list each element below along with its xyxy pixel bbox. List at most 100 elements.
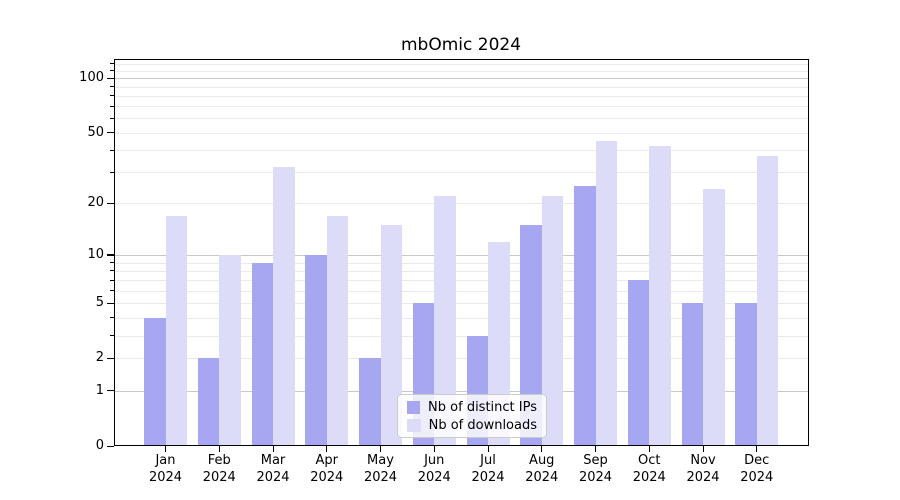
y-tick-label: 10 bbox=[87, 246, 104, 262]
y-tick bbox=[107, 302, 114, 304]
bar-nb-of-distinct-ips bbox=[627, 280, 650, 446]
gridline-minor bbox=[113, 63, 809, 65]
gridline-minor bbox=[113, 106, 809, 108]
gridline-minor bbox=[113, 70, 809, 72]
bar-nb-of-downloads bbox=[703, 189, 725, 446]
x-tick-label: Aug 2024 bbox=[525, 453, 559, 485]
bar-nb-of-distinct-ips bbox=[197, 358, 220, 446]
gridline-minor bbox=[113, 203, 809, 205]
gridline-minor bbox=[113, 118, 809, 120]
y-minor-tick bbox=[110, 95, 114, 97]
bar-nb-of-downloads bbox=[380, 225, 402, 446]
bar-nb-of-distinct-ips bbox=[359, 358, 381, 446]
y-minor-tick bbox=[110, 270, 114, 272]
gridline-minor bbox=[113, 358, 809, 360]
y-tick-label: 5 bbox=[95, 295, 104, 311]
x-tick-label: Mar 2024 bbox=[256, 453, 290, 485]
x-tick-label: May 2024 bbox=[363, 453, 398, 485]
legend-label-downloads: Nb of downloads bbox=[428, 417, 537, 433]
x-tick-label: Jun 2024 bbox=[417, 453, 451, 485]
y-minor-tick bbox=[110, 63, 114, 65]
gridline-minor bbox=[113, 150, 809, 152]
bar-nb-of-distinct-ips bbox=[305, 254, 327, 446]
gridline-minor bbox=[113, 270, 809, 272]
bar-nb-of-downloads bbox=[595, 140, 617, 446]
bar-nb-of-downloads bbox=[434, 196, 456, 446]
x-tick bbox=[541, 446, 543, 452]
x-tick-label: Oct 2024 bbox=[632, 453, 666, 485]
gridline-major bbox=[113, 254, 809, 256]
y-tick-label: 0 bbox=[95, 438, 104, 453]
gridline-minor bbox=[113, 262, 809, 264]
bar-nb-of-distinct-ips bbox=[681, 303, 703, 446]
x-tick-label: Jul 2024 bbox=[471, 453, 505, 485]
y-minor-tick bbox=[110, 70, 114, 72]
gridline-minor bbox=[113, 132, 809, 134]
legend-label-distinct-ips: Nb of distinct IPs bbox=[428, 399, 537, 415]
y-tick-label: 1 bbox=[95, 382, 104, 398]
legend-swatch-downloads bbox=[407, 418, 421, 432]
bar-nb-of-downloads bbox=[649, 146, 671, 446]
legend-item-downloads: Nb of downloads bbox=[407, 418, 537, 433]
x-tick bbox=[272, 446, 274, 452]
bar-nb-of-downloads bbox=[756, 156, 779, 446]
x-tick bbox=[595, 446, 596, 452]
gridline-minor bbox=[113, 95, 809, 97]
x-tick-label: Jan 2024 bbox=[148, 453, 183, 485]
y-tick-label: 2 bbox=[95, 350, 104, 366]
y-minor-tick bbox=[110, 279, 114, 281]
y-minor-tick bbox=[110, 86, 114, 88]
x-tick-label: Apr 2024 bbox=[310, 453, 344, 485]
y-minor-tick bbox=[110, 117, 114, 119]
gridline-minor bbox=[113, 303, 809, 305]
gridline-minor bbox=[113, 172, 809, 174]
legend: Nb of distinct IPs Nb of downloads bbox=[397, 394, 547, 438]
gridline-minor bbox=[113, 290, 809, 292]
y-minor-tick bbox=[110, 149, 114, 151]
bar-nb-of-downloads bbox=[326, 215, 349, 446]
bar-nb-of-distinct-ips bbox=[251, 262, 273, 446]
plot-area bbox=[113, 59, 809, 446]
x-tick bbox=[218, 446, 220, 452]
bar-nb-of-downloads bbox=[273, 167, 295, 446]
x-tick bbox=[702, 446, 704, 452]
gridline-major bbox=[113, 390, 809, 392]
y-minor-tick bbox=[110, 317, 114, 319]
x-tick bbox=[756, 446, 758, 452]
y-minor-tick bbox=[110, 105, 114, 107]
x-tick-label: Dec 2024 bbox=[740, 453, 774, 485]
x-tick bbox=[487, 446, 489, 452]
x-tick-label: Sep 2024 bbox=[578, 453, 613, 485]
bar-nb-of-distinct-ips bbox=[144, 317, 166, 446]
y-tick-label: 50 bbox=[87, 124, 104, 140]
y-tick bbox=[107, 77, 114, 79]
y-tick bbox=[107, 202, 114, 205]
gridline-minor bbox=[113, 335, 809, 337]
legend-item-distinct-ips: Nb of distinct IPs bbox=[407, 400, 537, 415]
y-minor-tick bbox=[110, 335, 114, 337]
y-tick bbox=[107, 357, 114, 360]
gridline-minor bbox=[113, 317, 809, 319]
y-minor-tick bbox=[110, 171, 114, 173]
y-tick-label: 100 bbox=[79, 70, 104, 86]
x-tick-label: Nov 2024 bbox=[686, 453, 720, 485]
x-tick bbox=[326, 446, 328, 452]
gridline-minor bbox=[113, 86, 809, 88]
y-tick bbox=[107, 132, 114, 134]
y-minor-tick bbox=[110, 290, 114, 292]
gridline-major bbox=[113, 78, 809, 80]
x-tick bbox=[433, 446, 435, 452]
bar-nb-of-distinct-ips bbox=[735, 303, 757, 446]
y-tick bbox=[107, 390, 114, 392]
x-tick bbox=[648, 446, 650, 452]
bar-nb-of-distinct-ips bbox=[574, 186, 596, 446]
chart-title: mbOmic 2024 bbox=[400, 35, 522, 55]
x-tick-label: Feb 2024 bbox=[202, 453, 236, 485]
y-minor-tick bbox=[110, 262, 114, 263]
y-tick-label: 20 bbox=[87, 195, 104, 211]
bar-nb-of-distinct-ips bbox=[520, 225, 542, 446]
x-tick bbox=[380, 446, 381, 452]
bar-nb-of-downloads bbox=[165, 215, 187, 446]
y-tick bbox=[107, 445, 114, 447]
y-tick bbox=[107, 254, 114, 256]
